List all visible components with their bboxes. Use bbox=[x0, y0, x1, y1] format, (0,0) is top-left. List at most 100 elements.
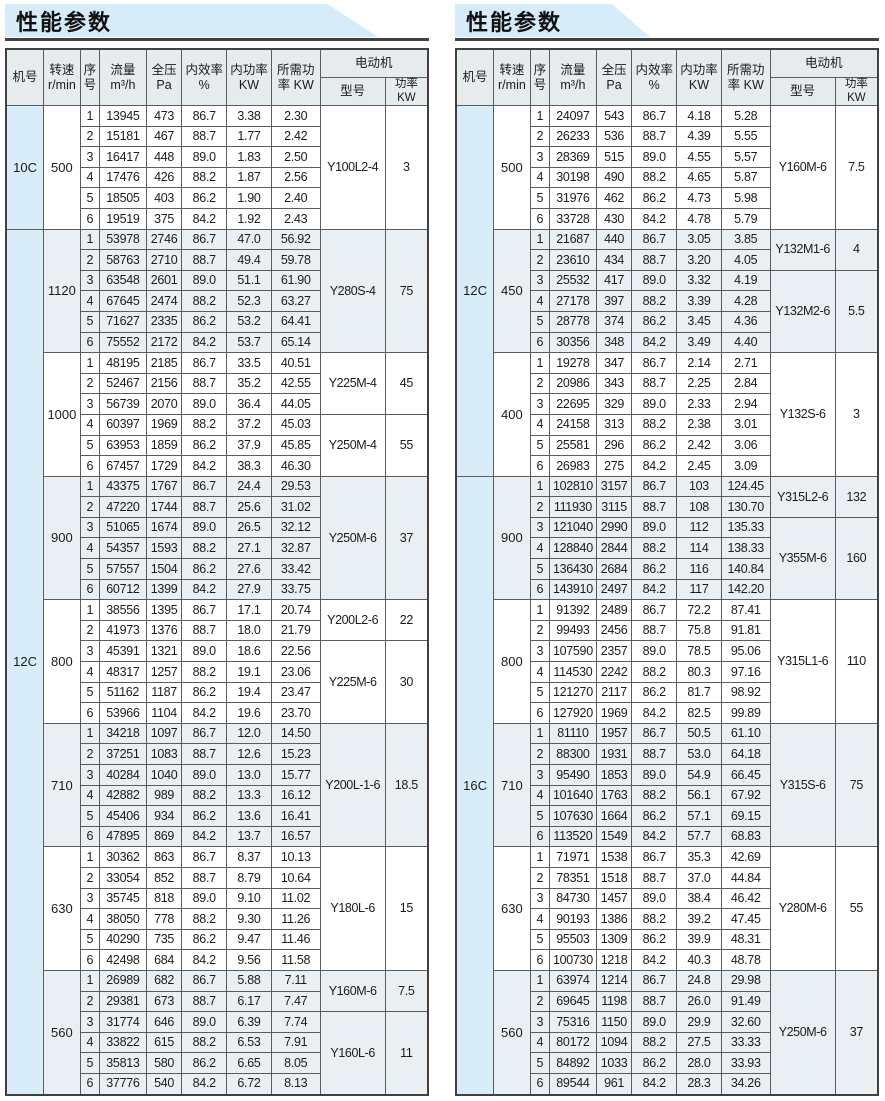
table-row: 4 67645 2474 88.2 52.3 63.27 bbox=[6, 290, 428, 312]
flow-cell: 24158 bbox=[549, 413, 597, 436]
pressure-cell: 2746 bbox=[145, 228, 183, 251]
table-row: 5 107630 1664 86.2 57.1 69.15 bbox=[456, 805, 878, 827]
required-power-cell: 33.42 bbox=[270, 558, 321, 580]
flow-cell: 63953 bbox=[99, 434, 147, 457]
inner-power-cell: 38.4 bbox=[676, 887, 722, 910]
efficiency-cell: 88.7 bbox=[631, 866, 678, 889]
efficiency-cell: 86.7 bbox=[181, 846, 228, 868]
flow-cell: 63548 bbox=[99, 269, 147, 292]
motor-power-cell: 132 bbox=[834, 475, 879, 518]
efficiency-cell: 86.7 bbox=[181, 599, 228, 621]
flow-cell: 136430 bbox=[549, 558, 597, 580]
motor-model-cell: Y180L-6 bbox=[319, 846, 386, 971]
required-power-cell: 5.87 bbox=[720, 166, 771, 189]
efficiency-cell: 86.2 bbox=[631, 558, 678, 580]
speed-cell: 800 bbox=[493, 599, 531, 724]
flow-cell: 53966 bbox=[99, 702, 147, 724]
inner-power-cell: 6.65 bbox=[226, 1052, 272, 1074]
efficiency-cell: 84.2 bbox=[181, 1072, 228, 1096]
required-power-cell: 20.74 bbox=[270, 599, 321, 621]
table-row: 560 1 63974 1214 86.7 24.8 29.98 Y250M-6 37 bbox=[456, 969, 879, 1096]
flow-cell: 47895 bbox=[99, 825, 147, 848]
pressure-cell: 673 bbox=[145, 990, 183, 1013]
table-row: 6 37776 540 84.2 6.72 8.13 bbox=[6, 1072, 428, 1096]
inner-power-cell: 3.45 bbox=[676, 310, 722, 333]
efficiency-cell: 88.2 bbox=[181, 1031, 228, 1054]
flow-cell: 29381 bbox=[99, 990, 147, 1013]
inner-power-cell: 2.45 bbox=[676, 455, 722, 477]
performance-data-table: 机号 转速 r/min 序 号 流量 m³/h 全压 Pa 内效率 % 内功率 … bbox=[455, 48, 879, 1096]
inner-power-cell: 1.90 bbox=[226, 187, 272, 209]
table-body: 10C 500 1 13945 473 86.7 3.38 2.30 Y100L2-4 3 2 151… bbox=[5, 105, 429, 1096]
table-row: 3 51065 1674 89.0 26.5 32.12 bbox=[6, 516, 428, 539]
pressure-cell: 296 bbox=[595, 434, 633, 457]
inner-power-cell: 103 bbox=[676, 475, 722, 498]
flow-cell: 38050 bbox=[99, 908, 147, 930]
flow-cell: 25532 bbox=[549, 269, 597, 292]
efficiency-cell: 86.7 bbox=[631, 599, 678, 621]
flow-cell: 88300 bbox=[549, 743, 597, 765]
inner-power-cell: 39.9 bbox=[676, 928, 722, 951]
flow-cell: 33728 bbox=[549, 207, 597, 230]
seq-cell: 2 bbox=[79, 619, 101, 642]
flow-cell: 33822 bbox=[99, 1031, 147, 1054]
table-row: 2 20986 343 88.7 2.25 2.84 bbox=[456, 372, 878, 395]
flow-cell: 31774 bbox=[99, 1011, 147, 1033]
flow-cell: 53978 bbox=[99, 228, 147, 251]
efficiency-cell: 86.2 bbox=[631, 928, 678, 951]
table-row: 2 15181 467 88.7 1.77 2.42 bbox=[6, 125, 428, 148]
flow-cell: 121270 bbox=[549, 681, 597, 704]
inner-power-cell: 18.0 bbox=[226, 619, 272, 642]
required-power-cell: 7.91 bbox=[270, 1031, 321, 1054]
seq-cell: 1 bbox=[79, 722, 101, 745]
seq-cell: 5 bbox=[529, 928, 551, 951]
required-power-cell: 99.89 bbox=[720, 702, 771, 724]
flow-cell: 35813 bbox=[99, 1052, 147, 1074]
required-power-cell: 67.92 bbox=[720, 784, 771, 807]
pressure-cell: 1729 bbox=[145, 455, 183, 477]
seq-cell: 5 bbox=[529, 187, 551, 209]
efficiency-cell: 86.7 bbox=[631, 228, 678, 251]
flow-cell: 67457 bbox=[99, 455, 147, 477]
required-power-cell: 32.87 bbox=[270, 537, 321, 560]
required-power-cell: 44.05 bbox=[270, 393, 321, 415]
required-power-cell: 47.45 bbox=[720, 908, 771, 930]
pressure-cell: 2242 bbox=[595, 661, 633, 683]
speed-cell: 560 bbox=[493, 969, 531, 1096]
efficiency-cell: 84.2 bbox=[181, 207, 228, 230]
motor-model-cell: Y132S-6 bbox=[769, 352, 836, 477]
pressure-cell: 989 bbox=[145, 784, 183, 807]
pressure-cell: 348 bbox=[595, 331, 633, 354]
table-row: 6 143910 2497 84.2 117 142.20 bbox=[456, 578, 878, 601]
motor-model-cell: Y132M2-6 bbox=[769, 269, 836, 354]
speed-cell: 450 bbox=[493, 228, 531, 354]
seq-cell: 4 bbox=[529, 290, 551, 312]
inner-power-cell: 37.0 bbox=[676, 866, 722, 889]
header-row-2: 型号 功率 KW bbox=[456, 77, 879, 106]
table-row: 4 27178 397 88.2 3.39 4.28 bbox=[456, 290, 878, 312]
machine-number-cell: 10C bbox=[5, 105, 45, 230]
motor-power-cell: 3 bbox=[834, 352, 879, 477]
required-power-cell: 32.60 bbox=[720, 1011, 771, 1033]
seq-cell: 2 bbox=[79, 866, 101, 889]
flow-cell: 95503 bbox=[549, 928, 597, 951]
pressure-cell: 426 bbox=[145, 166, 183, 189]
table-row: 560 1 26989 682 86.7 5.88 7.11 Y160M-6 7.5 bbox=[6, 969, 429, 1096]
required-power-cell: 2.40 bbox=[270, 187, 321, 209]
seq-cell: 3 bbox=[529, 1011, 551, 1033]
speed-cell: 500 bbox=[493, 105, 531, 230]
inner-power-cell: 9.30 bbox=[226, 908, 272, 930]
col-header-pressure: 全压 Pa bbox=[595, 48, 633, 106]
motor-power-cell: 22 bbox=[384, 599, 429, 642]
pressure-cell: 2117 bbox=[595, 681, 633, 704]
pressure-cell: 1674 bbox=[145, 516, 183, 539]
efficiency-cell: 88.2 bbox=[631, 166, 678, 189]
flow-cell: 17476 bbox=[99, 166, 147, 189]
efficiency-cell: 89.0 bbox=[181, 764, 228, 786]
required-power-cell: 23.06 bbox=[270, 661, 321, 683]
flow-cell: 48195 bbox=[99, 352, 147, 374]
required-power-cell: 2.50 bbox=[270, 146, 321, 168]
col-header-efficiency: 内效率 % bbox=[181, 48, 228, 106]
table-row: 3 22695 329 89.0 2.33 2.94 bbox=[456, 393, 878, 415]
required-power-cell: 21.79 bbox=[270, 619, 321, 642]
